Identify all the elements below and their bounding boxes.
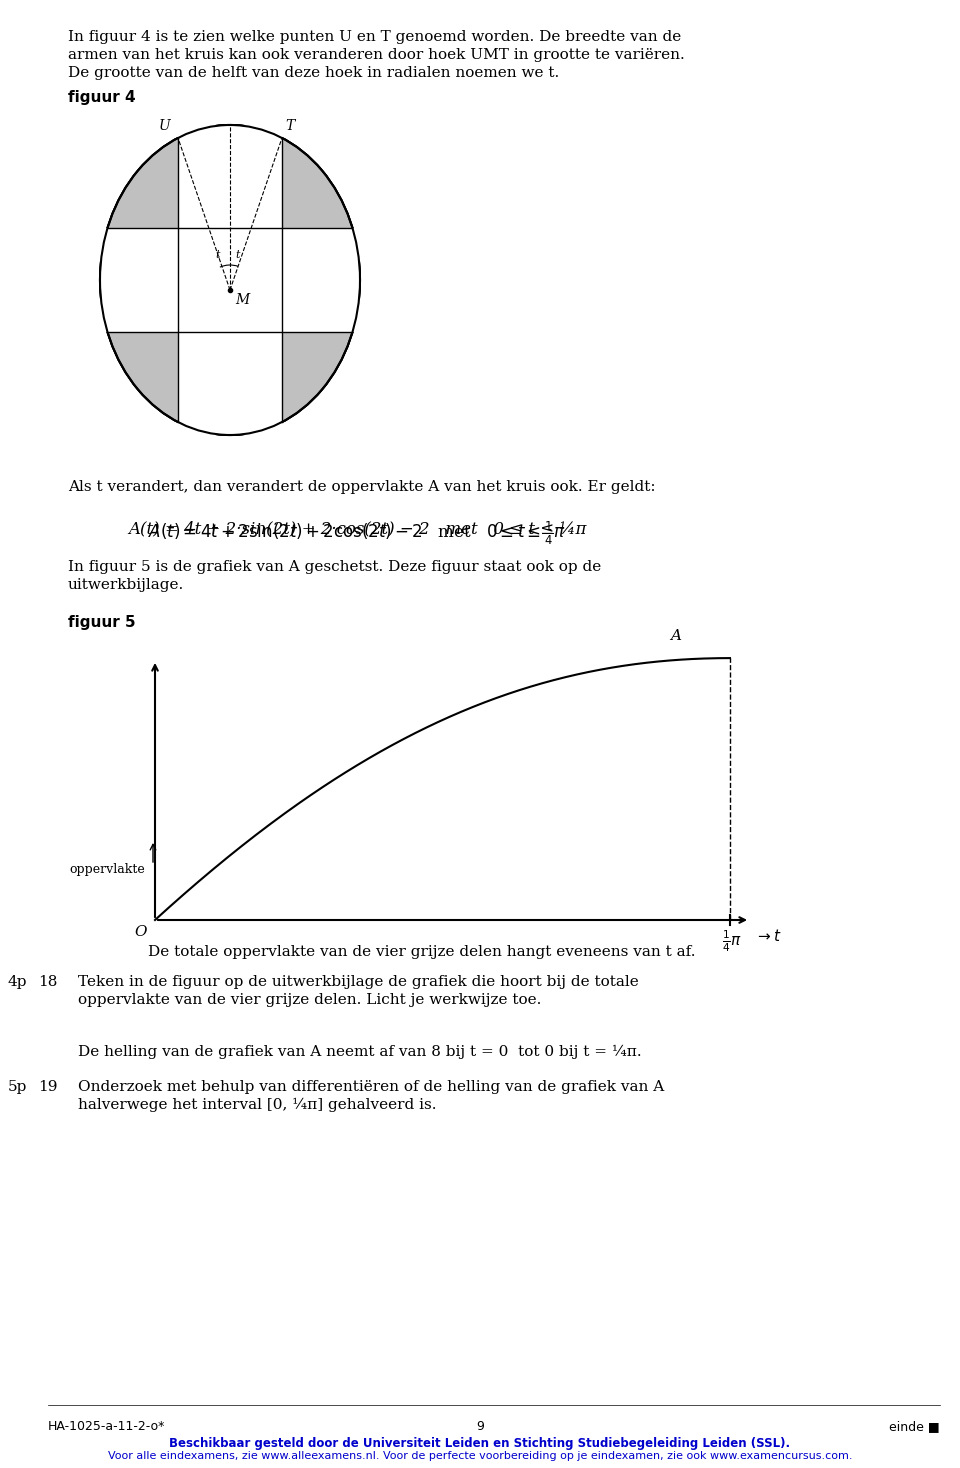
Text: figuur 5: figuur 5 xyxy=(68,615,135,630)
Text: oppervlakte van de vier grijze delen. Licht je werkwijze toe.: oppervlakte van de vier grijze delen. Li… xyxy=(78,992,541,1007)
Text: Teken in de figuur op de uitwerkbijlage de grafiek die hoort bij de totale: Teken in de figuur op de uitwerkbijlage … xyxy=(78,975,638,989)
Text: figuur 4: figuur 4 xyxy=(68,90,135,106)
Text: De helling van de grafiek van A neemt af van 8 bij t = 0  tot 0 bij t = ¼π.: De helling van de grafiek van A neemt af… xyxy=(78,1045,641,1060)
Text: $\rightarrow t$: $\rightarrow t$ xyxy=(755,928,782,944)
Text: t: t xyxy=(215,250,220,260)
Text: t: t xyxy=(235,250,239,260)
Text: U: U xyxy=(158,119,170,134)
Text: armen van het kruis kan ook veranderen door hoek UMT in grootte te variëren.: armen van het kruis kan ook veranderen d… xyxy=(68,48,684,62)
Text: Als t verandert, dan verandert de oppervlakte A van het kruis ook. Er geldt:: Als t verandert, dan verandert de opperv… xyxy=(68,480,656,495)
Text: 5p: 5p xyxy=(8,1080,28,1094)
Text: oppervlakte: oppervlakte xyxy=(69,863,145,876)
Text: HA-1025-a-11-2-o*: HA-1025-a-11-2-o* xyxy=(48,1420,165,1433)
Ellipse shape xyxy=(100,125,360,435)
Text: A: A xyxy=(670,630,681,643)
Text: $\frac{1}{4}\pi$: $\frac{1}{4}\pi$ xyxy=(722,928,742,954)
Text: In figuur 4 is te zien welke punten U en T genoemd worden. De breedte van de: In figuur 4 is te zien welke punten U en… xyxy=(68,29,682,44)
Text: In figuur 5 is de grafiek van A geschetst. Deze figuur staat ook op de: In figuur 5 is de grafiek van A geschets… xyxy=(68,559,601,574)
Text: 19: 19 xyxy=(38,1080,58,1094)
Text: M: M xyxy=(235,294,250,307)
Text: Voor alle eindexamens, zie www.alleexamens.nl. Voor de perfecte voorbereiding op: Voor alle eindexamens, zie www.alleexame… xyxy=(108,1450,852,1461)
Text: 4p: 4p xyxy=(8,975,28,989)
Text: uitwerkbijlage.: uitwerkbijlage. xyxy=(68,578,184,592)
Text: $A(t) = 4t+2\sin(2t)+2\cos(2t)-2$   met   $0 \leq t \leq \frac{1}{4}\pi$: $A(t) = 4t+2\sin(2t)+2\cos(2t)-2$ met $0… xyxy=(148,520,565,548)
Text: Onderzoek met behulp van differentiëren of de helling van de grafiek van A: Onderzoek met behulp van differentiëren … xyxy=(78,1080,664,1094)
Text: De totale oppervlakte van de vier grijze delen hangt eveneens van t af.: De totale oppervlakte van de vier grijze… xyxy=(148,945,695,959)
Text: 18: 18 xyxy=(38,975,58,989)
Text: T: T xyxy=(285,119,295,134)
Text: O: O xyxy=(134,925,147,940)
Text: De grootte van de helft van deze hoek in radialen noemen we t.: De grootte van de helft van deze hoek in… xyxy=(68,66,560,79)
Text: einde ■: einde ■ xyxy=(889,1420,940,1433)
Bar xyxy=(100,228,360,332)
Text: halverwege het interval [0, ¼π] gehalveerd is.: halverwege het interval [0, ¼π] gehalvee… xyxy=(78,1098,437,1113)
Text: A(t) = 4t + 2·sin(2t) + 2·cos(2t) − 2   met   0 ≤ t ≤ ¼π: A(t) = 4t + 2·sin(2t) + 2·cos(2t) − 2 me… xyxy=(128,520,587,537)
Text: Beschikbaar gesteld door de Universiteit Leiden en Stichting Studiebegeleiding L: Beschikbaar gesteld door de Universiteit… xyxy=(169,1437,791,1450)
Text: 9: 9 xyxy=(476,1420,484,1433)
Bar xyxy=(178,125,282,435)
